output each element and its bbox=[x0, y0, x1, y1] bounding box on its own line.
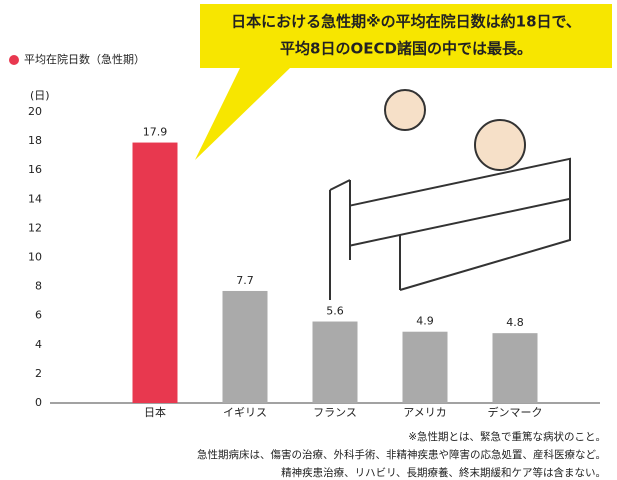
note: ※急性期とは、緊急で重篤な病状のこと。 bbox=[408, 430, 606, 443]
legend-marker bbox=[9, 55, 19, 65]
y-tick-label: 12 bbox=[28, 221, 42, 234]
y-tick-label: 16 bbox=[28, 163, 42, 176]
y-tick-label: 8 bbox=[35, 280, 42, 293]
note: 急性期病床は、傷害の治療、外科手術、非精神疾患や障害の応急処置、産科医療など。 bbox=[197, 448, 606, 461]
value-label: 7.7 bbox=[236, 274, 254, 287]
x-tick-label: デンマーク bbox=[488, 405, 543, 419]
y-tick-label: 6 bbox=[35, 309, 42, 322]
callout-pointer bbox=[195, 68, 290, 160]
value-label: 4.9 bbox=[416, 315, 434, 328]
y-tick-label: 4 bbox=[35, 338, 42, 351]
callout-line: 日本における急性期※の平均在院日数は約18日で、 bbox=[231, 13, 581, 31]
y-tick-label: 10 bbox=[28, 251, 42, 264]
y-tick-label: 2 bbox=[35, 367, 42, 380]
x-tick-label: フランス bbox=[313, 406, 357, 419]
bar bbox=[403, 332, 448, 403]
bar bbox=[493, 333, 538, 403]
chart: 日本における急性期※の平均在院日数は約18日で、 平均8日のOECD諸国の中では… bbox=[0, 0, 617, 480]
y-tick-label: 14 bbox=[28, 192, 42, 205]
x-tick-label: アメリカ bbox=[403, 406, 446, 419]
y-tick-label: 20 bbox=[28, 105, 42, 118]
x-tick-label: 日本 bbox=[144, 405, 166, 419]
legend-label: 平均在院日数（急性期） bbox=[24, 52, 145, 66]
callout-line: 平均8日のOECD諸国の中では最長。 bbox=[280, 40, 532, 58]
x-tick-label: イギリス bbox=[223, 406, 267, 419]
note: 精神疾患治療、リハビリ、長期療養、終末期緩和ケア等は含まない。 bbox=[281, 466, 606, 479]
y-axis-label: (日) bbox=[30, 89, 50, 102]
value-label: 4.8 bbox=[506, 316, 524, 329]
illustration bbox=[330, 90, 570, 300]
value-label: 17.9 bbox=[143, 126, 168, 139]
bar bbox=[133, 143, 178, 403]
value-label: 5.6 bbox=[326, 305, 344, 318]
bar bbox=[313, 322, 358, 403]
bar bbox=[223, 291, 268, 403]
y-tick-label: 0 bbox=[35, 396, 42, 409]
y-tick-label: 18 bbox=[28, 134, 42, 147]
